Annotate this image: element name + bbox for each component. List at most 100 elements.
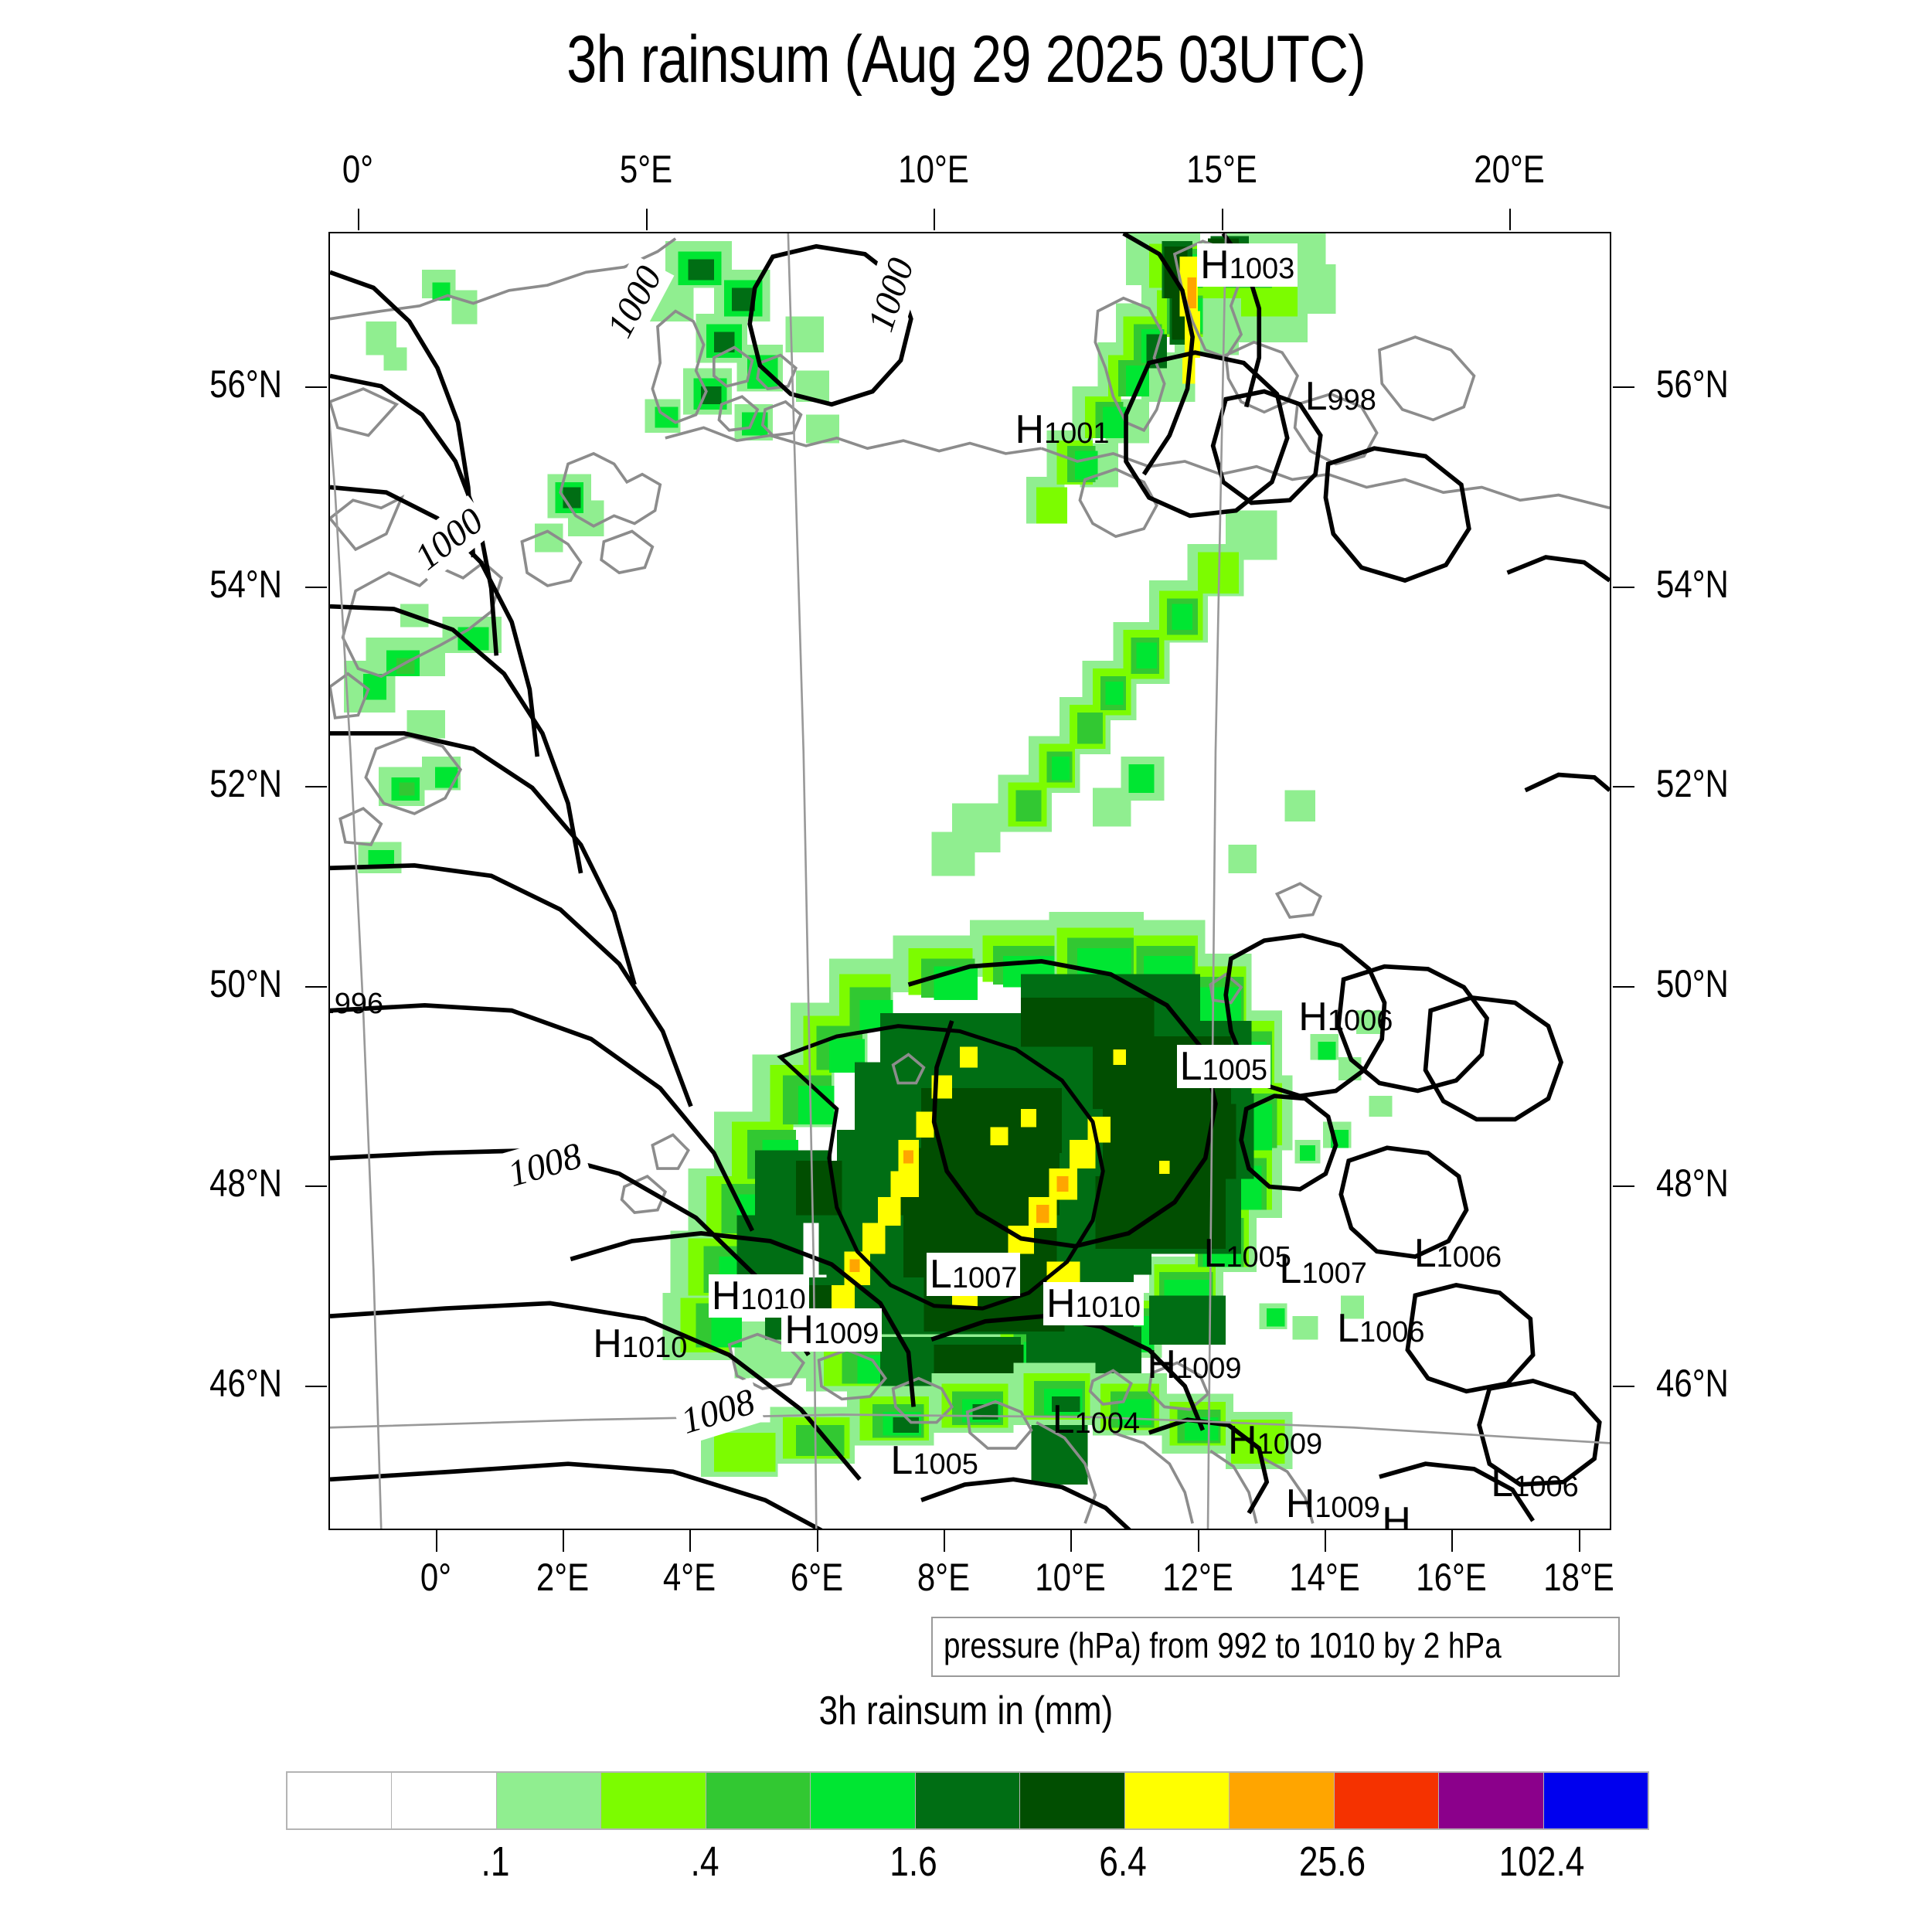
colorbar-cell-4[interactable] xyxy=(706,1773,811,1828)
tick-bottom-0 xyxy=(435,1530,437,1552)
pressure-center-type: H xyxy=(1285,1481,1315,1526)
lon-label-bottom-4: 8°E xyxy=(917,1556,971,1599)
lon-label-top-1: 5°E xyxy=(619,148,672,191)
tick-left-5 xyxy=(305,1385,327,1387)
colorbar[interactable] xyxy=(286,1771,1649,1830)
lon-label-bottom-8: 16°E xyxy=(1416,1556,1488,1599)
tick-top-2 xyxy=(934,209,935,230)
pressure-center-low-16: L1004 xyxy=(1053,1400,1140,1440)
lat-label-right-2: 52°N xyxy=(1656,762,1729,806)
pressure-center-value: 1009 xyxy=(1257,1427,1323,1461)
pressure-center-low-17: L1005 xyxy=(890,1440,978,1481)
tick-bottom-3 xyxy=(816,1530,818,1552)
pressure-center-type: H xyxy=(593,1321,622,1367)
lon-label-top-0: 0° xyxy=(342,148,374,191)
colorbar-cell-12[interactable] xyxy=(1543,1773,1648,1828)
map-panel[interactable]: H1003L998H1001L996L1005H1006L1005L1007L1… xyxy=(328,232,1611,1530)
lat-label-right-5: 46°N xyxy=(1656,1361,1729,1405)
pressure-center-type: H xyxy=(1382,1499,1411,1529)
lat-label-left-2: 52°N xyxy=(209,762,282,806)
lat-label-right-3: 50°N xyxy=(1656,961,1729,1005)
tick-right-5 xyxy=(1613,1385,1634,1387)
pressure-center-low-4: L1005 xyxy=(1176,1044,1271,1089)
graticule xyxy=(330,233,1610,1529)
pressure-center-type: L xyxy=(1179,1044,1202,1089)
pressure-center-high-5: H1006 xyxy=(1298,997,1393,1037)
pressure-center-value: 1010 xyxy=(621,1332,688,1365)
pressure-center-value: 1009 xyxy=(1315,1491,1380,1524)
pressure-center-low-6: L1005 xyxy=(1203,1233,1291,1274)
pressure-center-value: 1010 xyxy=(1075,1291,1141,1325)
colorbar-cell-9[interactable] xyxy=(1230,1773,1335,1828)
lon-label-bottom-2: 4°E xyxy=(663,1556,716,1599)
tick-bottom-5 xyxy=(1070,1530,1073,1552)
pressure-center-value: 1006 xyxy=(1327,1004,1393,1037)
colorbar-tick-4: 25.6 xyxy=(1298,1838,1366,1885)
colorbar-cell-10[interactable] xyxy=(1334,1773,1440,1828)
colorbar-cell-11[interactable] xyxy=(1439,1773,1544,1828)
pressure-center-value: 998 xyxy=(1327,383,1376,417)
colorbar-cell-6[interactable] xyxy=(915,1773,1021,1828)
lat-label-left-5: 46°N xyxy=(209,1361,282,1405)
pressure-center-value: 1003 xyxy=(1229,253,1295,286)
tick-right-1 xyxy=(1613,586,1634,588)
colorbar-cell-7[interactable] xyxy=(1020,1773,1125,1828)
colorbar-cell-0[interactable] xyxy=(287,1773,393,1828)
tick-left-3 xyxy=(305,985,327,988)
lon-label-bottom-1: 2°E xyxy=(536,1556,590,1599)
pressure-center-type: H xyxy=(1046,1281,1076,1327)
tick-bottom-7 xyxy=(1325,1530,1327,1552)
lat-label-right-4: 48°N xyxy=(1656,1162,1729,1206)
tick-top-0 xyxy=(358,209,359,230)
pressure-center-high-2: H1001 xyxy=(1015,410,1109,450)
lat-label-left-3: 50°N xyxy=(209,961,282,1005)
tick-top-3 xyxy=(1221,209,1223,230)
lon-label-top-3: 15°E xyxy=(1185,148,1257,191)
lon-label-bottom-6: 12°E xyxy=(1162,1556,1233,1599)
tick-bottom-8 xyxy=(1451,1530,1454,1552)
tick-right-0 xyxy=(1613,386,1634,389)
pressure-center-value: 1007 xyxy=(951,1261,1018,1294)
lon-label-bottom-3: 6°E xyxy=(790,1556,843,1599)
pressure-center-type: H xyxy=(784,1308,814,1353)
pressure-center-value: 1005 xyxy=(1226,1240,1291,1274)
pressure-caption-text: pressure (hPa) from 992 to 1010 by 2 hPa xyxy=(944,1625,1502,1665)
tick-left-0 xyxy=(305,386,327,389)
pressure-center-value: 1006 xyxy=(1436,1240,1502,1274)
lat-label-right-1: 54°N xyxy=(1656,562,1729,606)
pressure-center-type: L xyxy=(1413,1230,1437,1276)
lon-label-bottom-5: 10°E xyxy=(1035,1556,1107,1599)
tick-right-4 xyxy=(1613,1185,1634,1188)
pressure-center-value: 1005 xyxy=(913,1448,978,1481)
colorbar-cell-1[interactable] xyxy=(392,1773,497,1828)
pressure-center-type: L xyxy=(929,1251,952,1297)
colorbar-tick-5: 102.4 xyxy=(1498,1838,1585,1885)
pressure-center-type: L xyxy=(330,978,335,1022)
tick-right-3 xyxy=(1613,985,1634,988)
pressure-center-value: 1009 xyxy=(813,1318,879,1351)
pressure-center-high-19: H1009 xyxy=(1286,1484,1380,1524)
pressure-center-type: H xyxy=(1228,1417,1257,1463)
lon-label-bottom-9: 18°E xyxy=(1543,1556,1614,1599)
pressure-center-type: H xyxy=(1015,407,1044,453)
lat-label-left-4: 48°N xyxy=(209,1162,282,1206)
pressure-center-type: L xyxy=(1203,1230,1226,1276)
colorbar-cell-5[interactable] xyxy=(811,1773,916,1828)
tick-bottom-9 xyxy=(1578,1530,1580,1552)
colorbar-cell-8[interactable] xyxy=(1124,1773,1230,1828)
colorbar-cell-2[interactable] xyxy=(496,1773,602,1828)
tick-left-1 xyxy=(305,586,327,588)
pressure-center-value: 1001 xyxy=(1044,417,1110,451)
colorbar-tick-2: 1.6 xyxy=(889,1838,938,1885)
pressure-center-low-7: L1007 xyxy=(1279,1250,1366,1290)
tick-bottom-6 xyxy=(1197,1530,1199,1552)
pressure-center-type: L xyxy=(1279,1247,1302,1293)
colorbar-cell-3[interactable] xyxy=(601,1773,706,1828)
pressure-center-high-12: H1009 xyxy=(781,1308,883,1353)
pressure-center-value: 1004 xyxy=(1074,1406,1141,1440)
pressure-center-value: 1005 xyxy=(1202,1054,1268,1087)
pressure-contours xyxy=(330,233,1610,1529)
pressure-center-value: 996 xyxy=(334,988,384,1020)
pressure-center-type: H xyxy=(1200,243,1230,288)
pressure-center-type: H xyxy=(711,1274,741,1319)
